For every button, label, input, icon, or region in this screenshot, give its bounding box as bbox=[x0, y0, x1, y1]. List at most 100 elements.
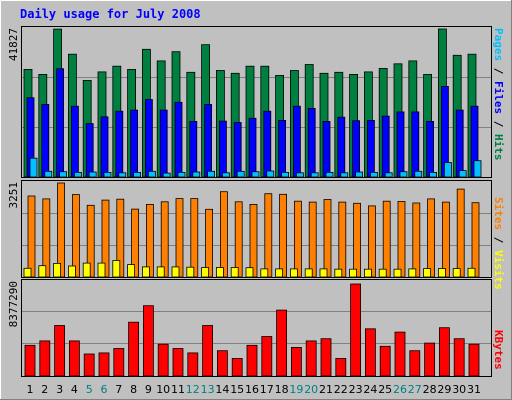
legend-sites: Sites bbox=[492, 197, 505, 230]
bar-visits bbox=[412, 202, 421, 278]
bar-visits bbox=[367, 205, 376, 278]
bar-sites bbox=[378, 268, 387, 278]
legend-sites-visits: Sites / Visits bbox=[492, 197, 505, 290]
legend-separator: / bbox=[492, 114, 505, 134]
x-tick-label: 4 bbox=[71, 383, 78, 396]
bar-visits bbox=[160, 201, 169, 278]
bar-kbytes bbox=[172, 348, 184, 377]
bar-kbytes bbox=[24, 344, 36, 377]
bar-pages bbox=[59, 171, 67, 178]
bar-sites bbox=[215, 267, 224, 278]
y-max-label-hits: 41827 bbox=[7, 28, 20, 61]
bar-files bbox=[307, 108, 316, 178]
x-tick-label: 27 bbox=[408, 383, 422, 396]
bar-sites bbox=[82, 262, 91, 278]
bar-sites bbox=[452, 268, 461, 278]
bar-kbytes bbox=[261, 336, 273, 377]
bar-kbytes bbox=[216, 350, 228, 377]
legend-visits: Visits bbox=[492, 250, 505, 290]
bar-visits bbox=[57, 182, 65, 278]
bar-files bbox=[248, 117, 257, 178]
bar-kbytes bbox=[202, 325, 214, 377]
bar-sites bbox=[349, 268, 358, 278]
x-axis-day-labels: 1 2 3 4 5 6 7 8 9 10 11 12 13 14 15 16 17 18 19 20 21 22 23 24 2… bbox=[27, 383, 482, 396]
bar-sites bbox=[141, 266, 150, 278]
bar-pages bbox=[310, 172, 319, 178]
bar-kbytes bbox=[350, 283, 362, 377]
bar-visits bbox=[456, 188, 465, 278]
bar-visits bbox=[441, 201, 450, 278]
x-tick-label: 16 bbox=[245, 383, 259, 396]
bar-sites bbox=[112, 260, 121, 278]
bar-sites bbox=[201, 267, 210, 278]
bar-visits bbox=[72, 194, 80, 278]
bar-pages bbox=[44, 170, 53, 178]
bar-visits bbox=[86, 204, 95, 278]
bar-pages bbox=[369, 171, 378, 178]
bar-pages bbox=[355, 171, 364, 178]
bar-visits bbox=[116, 198, 125, 278]
bar-sites bbox=[38, 265, 47, 278]
x-tick-label: 8 bbox=[130, 383, 137, 396]
x-tick-label: 9 bbox=[145, 383, 152, 396]
bar-pages bbox=[192, 171, 201, 178]
bar-visits bbox=[471, 202, 480, 278]
bar-pages bbox=[74, 171, 82, 178]
bar-sites bbox=[245, 267, 254, 278]
bar-files bbox=[366, 120, 375, 178]
x-tick-label: 28 bbox=[423, 383, 437, 396]
bar-kbytes bbox=[424, 342, 436, 377]
bar-pages bbox=[443, 162, 452, 178]
bar-files bbox=[352, 120, 361, 178]
bar-sites bbox=[289, 268, 298, 278]
bar-files bbox=[411, 111, 420, 178]
bar-pages bbox=[147, 170, 156, 178]
bar-sites bbox=[260, 268, 269, 278]
bar-visits bbox=[397, 201, 406, 278]
bar-sites bbox=[171, 266, 180, 278]
bar-pages bbox=[251, 171, 260, 178]
x-tick-label: 20 bbox=[304, 383, 318, 396]
bar-pages bbox=[29, 157, 38, 178]
bar-sites bbox=[408, 268, 417, 278]
bar-sites bbox=[437, 268, 446, 278]
bar-pages bbox=[266, 170, 275, 178]
bar-files bbox=[159, 109, 168, 178]
x-tick-label: 6 bbox=[101, 383, 108, 396]
x-tick-label: 5 bbox=[86, 383, 93, 396]
x-tick-label: 1 bbox=[27, 383, 34, 396]
bar-files bbox=[204, 104, 213, 178]
x-tick-label: 7 bbox=[115, 383, 122, 396]
bar-pages bbox=[295, 172, 304, 178]
x-tick-label: 14 bbox=[215, 383, 229, 396]
bar-files bbox=[381, 115, 390, 178]
bar-sites bbox=[393, 268, 402, 278]
bar-visits bbox=[190, 198, 199, 278]
bar-kbytes bbox=[157, 343, 169, 377]
bar-visits bbox=[293, 200, 302, 278]
x-tick-label: 17 bbox=[260, 383, 274, 396]
bar-sites bbox=[68, 265, 76, 278]
bar-kbytes bbox=[246, 344, 258, 377]
bar-files bbox=[174, 101, 183, 178]
bar-pages bbox=[325, 171, 334, 178]
bar-pages bbox=[399, 171, 408, 178]
bar-visits bbox=[42, 198, 51, 278]
bar-pages bbox=[221, 172, 230, 178]
bar-visits bbox=[249, 203, 258, 278]
bar-files bbox=[426, 121, 435, 178]
bar-kbytes bbox=[379, 345, 391, 377]
bar-sites bbox=[97, 262, 106, 278]
bar-kbytes bbox=[320, 338, 332, 377]
bars-visits-sites bbox=[23, 182, 480, 278]
bar-pages bbox=[429, 171, 438, 178]
bar-sites bbox=[467, 267, 476, 278]
y-max-label-visits: 3251 bbox=[7, 182, 20, 209]
x-tick-label: 26 bbox=[393, 383, 407, 396]
bar-visits bbox=[101, 199, 110, 278]
bar-sites bbox=[23, 267, 32, 278]
x-tick-label: 22 bbox=[334, 383, 348, 396]
bar-visits bbox=[175, 198, 184, 278]
bar-kbytes bbox=[453, 338, 465, 377]
bar-pages bbox=[458, 170, 467, 178]
